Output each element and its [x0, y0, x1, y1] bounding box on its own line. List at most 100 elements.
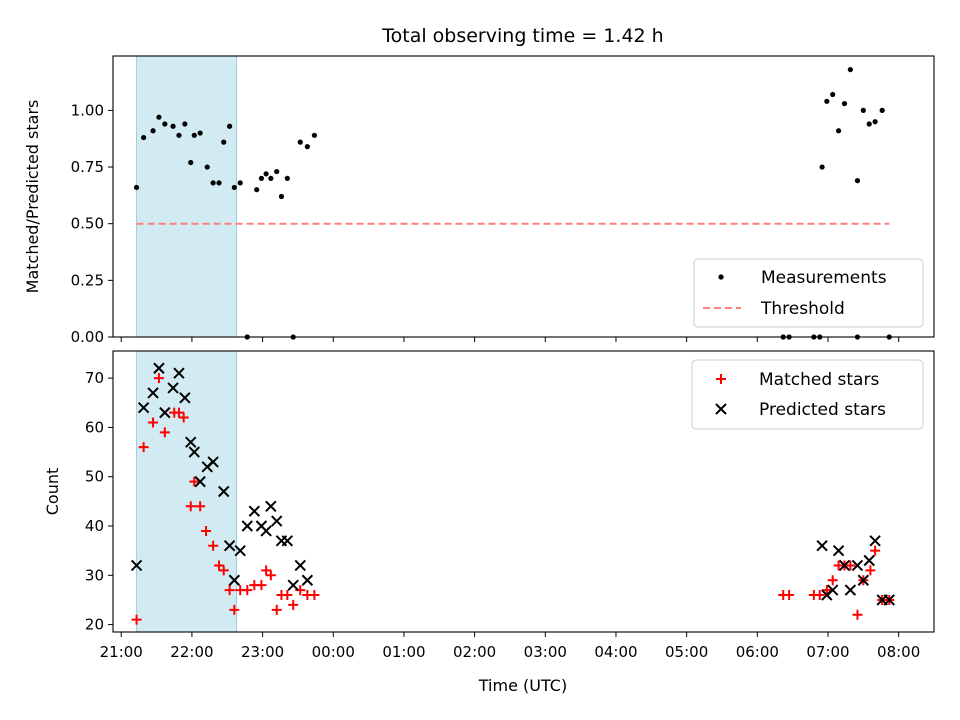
matched-star-point — [178, 412, 189, 423]
measurement-point — [162, 121, 168, 127]
measurement-point — [835, 128, 842, 134]
predicted-star-point — [153, 362, 165, 374]
y-tick-label: 1.00 — [71, 101, 104, 119]
predicted-star-point — [826, 584, 839, 596]
predicted-star-point — [228, 574, 241, 586]
measurement-point — [268, 175, 274, 181]
y-tick-label: 30 — [85, 566, 104, 584]
matched-star-point — [821, 585, 832, 596]
x-tick-label: 00:00 — [312, 643, 355, 661]
predicted-star-point — [188, 446, 200, 458]
chart-title: Total observing time = 1.42 h — [381, 25, 663, 47]
measurement-point — [278, 193, 285, 200]
matched-star-point — [865, 565, 876, 576]
matched-star-point — [265, 570, 276, 581]
matched-star-point — [288, 599, 299, 610]
y-tick-label: 50 — [85, 468, 104, 486]
x-tick-label: 21:00 — [100, 643, 143, 661]
measurement-point — [191, 132, 197, 138]
predicted-star-point — [194, 475, 206, 488]
predicted-star-point — [185, 436, 197, 448]
predicted-star-point — [863, 554, 875, 567]
panel-1 — [108, 55, 935, 342]
measurement-point — [284, 175, 290, 181]
measurement-point — [150, 128, 156, 134]
x-tick-label: 06:00 — [736, 643, 779, 661]
predicted-star-point — [248, 505, 261, 517]
measurement-point — [141, 134, 147, 141]
predicted-star-point — [287, 579, 299, 591]
predicted-star-point — [207, 456, 219, 468]
predicted-star-point — [159, 406, 171, 419]
y-tick-label: 0.25 — [71, 271, 104, 289]
predicted-star-point — [130, 559, 143, 572]
x-tick-label: 08:00 — [877, 643, 920, 661]
legend-box — [693, 258, 924, 328]
x-tick-label: 05:00 — [665, 643, 708, 661]
measurement-point — [860, 107, 866, 113]
matched-star-point — [229, 604, 240, 615]
predicted-star-point — [281, 535, 294, 547]
measurement-point — [841, 100, 848, 107]
predicted-star-point — [241, 520, 253, 532]
measurement-point — [819, 164, 825, 170]
matched-star-point — [208, 540, 219, 551]
axes-frame — [112, 55, 935, 338]
measurement-point — [297, 139, 303, 145]
predicted-star-point — [167, 382, 179, 394]
matched-star-point — [218, 565, 229, 576]
predicted-star-point — [137, 401, 150, 414]
predicted-star-point — [301, 574, 314, 586]
y-tick-label: 0.75 — [71, 158, 104, 176]
predicted-star-point — [857, 574, 870, 586]
observing-window-span — [136, 55, 238, 338]
predicted-star-point — [234, 544, 246, 557]
measurement-point — [231, 184, 237, 191]
legend-predicted-marker — [715, 403, 727, 415]
matched-star-point — [214, 560, 225, 571]
panel-2 — [108, 350, 935, 637]
predicted-star-point — [851, 559, 864, 572]
measurement-point — [258, 175, 265, 181]
matched-star-point — [282, 590, 293, 601]
measurement-point — [156, 114, 162, 120]
x-tick-label: 01:00 — [382, 643, 425, 661]
matched-star-point — [138, 442, 149, 453]
predicted-star-point — [838, 559, 851, 572]
measurement-point — [227, 123, 233, 129]
measurement-point — [274, 168, 280, 175]
y-axis-label: Count — [43, 468, 62, 516]
x-tick-label: 04:00 — [594, 643, 637, 661]
matched-star-point — [870, 545, 881, 556]
x-tick-label: 22:00 — [170, 643, 213, 661]
matched-star-point — [261, 565, 272, 576]
predicted-star-point — [147, 387, 159, 399]
predicted-star-point — [883, 594, 895, 606]
matched-star-point — [153, 373, 164, 384]
measurement-point — [182, 121, 188, 127]
measurement-point — [204, 164, 210, 170]
matched-star-point — [224, 585, 235, 596]
matched-star-point — [256, 580, 267, 591]
measurement-point — [216, 180, 222, 186]
measurement-point — [170, 123, 176, 129]
legend-measurement-marker — [718, 274, 724, 280]
predicted-star-point — [218, 485, 230, 498]
predicted-star-point — [816, 540, 828, 552]
predicted-star-point — [832, 544, 845, 557]
matched-star-point — [173, 407, 184, 418]
matched-star-point — [195, 501, 206, 512]
matched-star-point — [189, 476, 200, 487]
matched-star-point — [271, 604, 282, 615]
measurement-point — [854, 178, 861, 184]
predicted-star-point — [223, 540, 236, 552]
matched-star-point — [814, 590, 825, 601]
matched-star-point — [159, 427, 170, 438]
legend-bottom — [691, 359, 924, 430]
x-axis-label: Time (UTC) — [478, 676, 567, 695]
measurement-point — [133, 184, 140, 191]
measurement-point — [254, 187, 260, 193]
legend-box — [691, 359, 924, 430]
matched-star-point — [827, 575, 838, 586]
